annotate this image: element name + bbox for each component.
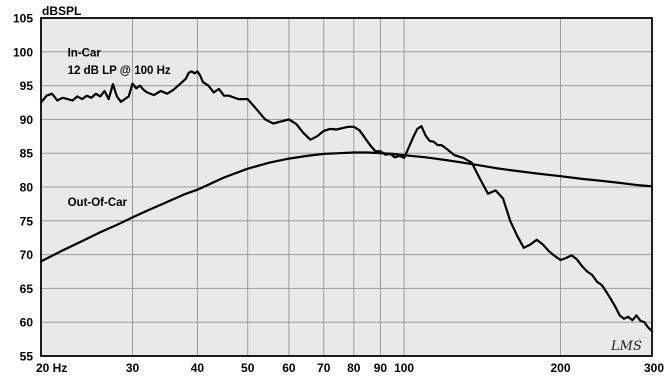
x-tick-label: 100: [394, 361, 414, 375]
x-tick-label: 50: [241, 361, 255, 375]
x-tick-label: 300: [644, 361, 664, 375]
y-tick-labels: 55 60 65 70 75 80 85 90 95 100 105: [13, 12, 33, 364]
chart-annotation: Out-Of-Car: [68, 197, 128, 209]
y-axis-unit-label: dBSPL: [42, 4, 81, 18]
x-tick-label: 70: [317, 361, 331, 375]
chart-annotation: In-Car: [68, 48, 102, 60]
x-tick-labels: 20 Hz 30 40 50 60 70 80 90 100 200 300: [36, 361, 664, 375]
plot-frame: [40, 17, 653, 357]
grid-lines: [41, 18, 652, 356]
y-tick-label: 70: [20, 248, 34, 262]
y-tick-label: 105: [13, 12, 33, 26]
x-tick-label: 90: [374, 361, 388, 375]
y-tick-label: 100: [13, 45, 33, 59]
x-tick-label: 200: [550, 361, 570, 375]
y-tick-label: 65: [20, 282, 34, 296]
series-layer: [39, 70, 654, 333]
lms-logo: LMS: [610, 339, 642, 354]
x-tick-label: 80: [347, 361, 361, 375]
y-tick-label: 90: [20, 113, 34, 127]
y-tick-label: 75: [20, 214, 34, 228]
y-tick-label: 95: [20, 79, 34, 93]
series-line-out-of-car: [39, 151, 654, 263]
annotations: In-Car 12 dB LP @ 100 Hz Out-Of-Car: [68, 48, 171, 209]
chart-annotation: 12 dB LP @ 100 Hz: [68, 65, 171, 77]
x-tick-label: 60: [282, 361, 296, 375]
series-line-in-car: [39, 70, 654, 333]
y-tick-label: 55: [20, 350, 34, 364]
y-tick-label: 60: [20, 316, 34, 330]
y-tick-label: 85: [20, 147, 34, 161]
x-tick-label: 40: [191, 361, 205, 375]
y-tick-label: 80: [20, 181, 34, 195]
x-tick-label: 30: [126, 361, 140, 375]
x-tick-label: 20 Hz: [36, 361, 67, 375]
